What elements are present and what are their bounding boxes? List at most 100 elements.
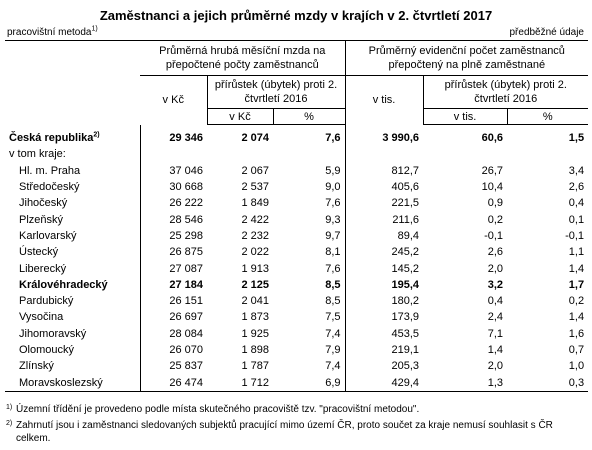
subheading-label: v tom kraje: [5, 146, 141, 163]
cell-emp-pct: 3,4 [568, 164, 585, 177]
cell-emp-chg: 1,3 [423, 374, 508, 392]
cell-emp-pct: 1,4 [568, 262, 585, 275]
cell-emp-chg: 0,9 [487, 197, 504, 210]
cell-wage-chg: 1 898 [241, 344, 269, 356]
header-wage-group: Průměrná hrubá měsíční mzda na přepočten… [140, 40, 346, 76]
cell-wage-chg: 2 022 [241, 246, 269, 259]
cell-emp-pct: 0,7 [568, 344, 585, 356]
cell-wage-chg: 2 041 [241, 295, 269, 308]
cell-wage: 26 222 [169, 197, 203, 210]
cell-emp: 195,4 [344, 276, 424, 293]
footnote-2-mark: 2) [6, 420, 13, 427]
cell-emp: 221,5 [344, 195, 424, 212]
cell-emp-pct: 1,4 [568, 311, 585, 324]
cell-emp: 89,4 [344, 227, 424, 245]
cell-wage-pct: 7,5 [325, 311, 341, 324]
cell-wage: 29 346 [169, 131, 203, 144]
cell-wage-chg: 2 074 [241, 132, 269, 145]
cell-emp-pct: 1,7 [568, 278, 585, 291]
header-employees-group: Průměrný evidenční počet zaměstnanců pře… [344, 40, 589, 76]
cell-emp-chg: 0,2 [487, 213, 504, 226]
cell-emp-chg: 2,6 [487, 246, 504, 259]
cell-wage-pct: 9,0 [325, 181, 341, 194]
cell-wage-pct: 7,6 [325, 197, 341, 210]
row-label-text: Česká republika [9, 131, 94, 144]
row-label: Jihomoravský [5, 325, 141, 342]
row-label: Liberecký [5, 260, 141, 277]
footnote-1: 1) Územní třídění je provedeno podle mís… [6, 403, 586, 416]
row-label: Hl. m. Praha [5, 162, 141, 179]
footnote-1-text: Územní třídění je provedeno podle místa … [16, 404, 420, 415]
table-row: Hl. m. Praha 37 046 2 067 5,9 812,7 26,7 3,4 [5, 162, 588, 179]
cell-wage-chg: 2 125 [241, 278, 269, 291]
cell-wage-chg: 1 873 [241, 311, 269, 324]
cell-emp: 211,6 [344, 211, 424, 228]
table-row: Zlínský 25 837 1 787 7,4 205,3 2,0 1,0 [5, 358, 588, 375]
cell-emp-chg: 1,4 [487, 344, 504, 356]
cell-emp-chg: 2,0 [487, 360, 504, 373]
table-row-subheading: v tom kraje: [5, 146, 588, 163]
cell-wage-chg: 2 232 [241, 229, 269, 242]
cell-wage-chg: 1 925 [241, 327, 269, 340]
cell-wage-pct: 8,5 [325, 278, 341, 291]
cell-wage: 37 046 [169, 164, 203, 177]
row-label: Pardubický [5, 292, 141, 310]
header-emp-vtis: v tis. [344, 75, 424, 125]
table-row: Plzeňský 28 546 2 422 9,3 211,6 0,2 0,1 [5, 211, 588, 228]
cell-emp-chg: 0,4 [487, 295, 504, 308]
cell-wage-pct: 7,9 [325, 344, 341, 356]
cell-wage-pct: 7,6 [325, 262, 341, 275]
table-row-total: Česká republika2) 29 346 2 074 7,6 3 990… [5, 124, 588, 147]
cell-emp-chg: 60,6 [481, 132, 504, 145]
row-label: Ústecký [5, 244, 141, 261]
footnote-1-mark: 1) [6, 404, 13, 411]
row-label: Jihočeský [5, 195, 141, 212]
cell-wage-pct: 5,9 [325, 164, 341, 177]
table-row: Moravskoslezský 26 474 1 712 6,9 429,4 1,3 0,3 [5, 374, 589, 392]
cell-wage-pct: 6,9 [273, 374, 346, 392]
table-row: Karlovarský 25 298 2 232 9,7 89,4 -0,1 -0,1 [5, 227, 588, 245]
cell-emp-chg: 26,7 [481, 164, 504, 177]
table-row: Pardubický 26 151 2 041 8,5 180,2 0,4 0,2 [5, 292, 588, 310]
footnote-2-text: Zahrnutí jsou i zaměstnanci sledovaných … [16, 420, 553, 444]
cell-wage: 28 084 [169, 327, 203, 340]
cell-emp-pct: 1,1 [568, 246, 585, 259]
cell-emp: 145,2 [344, 260, 424, 277]
row-label: Karlovarský [5, 227, 141, 245]
row-label: Vysočina [5, 309, 141, 326]
row-label: Středočeský [5, 178, 141, 196]
header-emp-change: přírůstek (úbytek) proti 2. čtvrtletí 20… [422, 75, 589, 109]
cell-emp-chg: 2,0 [487, 262, 504, 275]
cell-emp: 3 990,6 [344, 124, 424, 147]
cell-wage: 30 668 [169, 181, 203, 194]
header-wage-change: přírůstek (úbytek) proti 2. čtvrtletí 20… [206, 75, 346, 109]
row-label: Moravskoslezský [5, 374, 141, 392]
cell-wage-pct: 7,6 [325, 132, 341, 145]
cell-wage: 26 875 [169, 246, 203, 259]
footnote-2: 2) Zahrnutí jsou i zaměstnanci sledovaný… [6, 419, 586, 445]
method-note-mark: 1) [91, 25, 98, 33]
cell-emp: 812,7 [344, 162, 424, 179]
table-title: Zaměstnanci a jejich průměrné mzdy v kra… [99, 8, 493, 23]
cell-wage-pct: 9,3 [325, 213, 341, 226]
cell-emp: 405,6 [344, 178, 424, 196]
cell-emp-pct: 1,5 [568, 132, 585, 145]
row-label: Zlínský [5, 358, 141, 375]
cell-wage: 27 184 [169, 278, 203, 291]
table-row: Ústecký 26 875 2 022 8,1 245,2 2,6 1,1 [5, 244, 588, 261]
cell-wage-chg: 2 067 [241, 164, 269, 177]
table-row: Liberecký 27 087 1 913 7,6 145,2 2,0 1,4 [5, 260, 588, 277]
row-label: Plzeňský [5, 211, 141, 228]
table-row: Jihomoravský 28 084 1 925 7,4 453,5 7,1 1,6 [5, 325, 588, 342]
cell-wage-pct: 8,1 [325, 246, 341, 259]
cell-emp: 173,9 [344, 309, 424, 326]
row-label: Česká republika2) [5, 124, 141, 147]
cell-wage-pct: 9,7 [325, 229, 341, 242]
footnotes: 1) Územní třídění je provedeno podle mís… [6, 403, 586, 445]
cell-wage-chg: 2 422 [241, 213, 269, 226]
cell-wage-pct: 7,4 [325, 327, 341, 340]
cell-emp: 245,2 [344, 244, 424, 261]
cell-emp-pct: 0,3 [507, 374, 589, 392]
method-note: pracovištní metoda1) [7, 25, 98, 38]
cell-emp-chg: 3,2 [487, 278, 504, 291]
